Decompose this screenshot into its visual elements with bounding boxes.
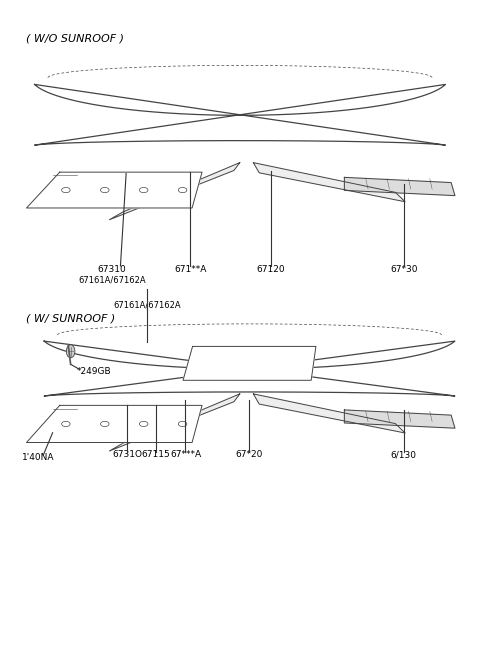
Polygon shape	[344, 177, 455, 196]
Text: 1'40NA: 1'40NA	[22, 453, 54, 462]
Polygon shape	[26, 172, 202, 208]
Text: 67161A/67162A: 67161A/67162A	[114, 300, 181, 309]
Text: 6/130: 6/130	[391, 451, 417, 459]
Polygon shape	[253, 163, 405, 202]
Text: 67310: 67310	[97, 265, 126, 275]
Text: 67*20: 67*20	[236, 451, 263, 459]
Text: 67***A: 67***A	[170, 451, 201, 459]
Text: *249GB: *249GB	[76, 367, 111, 376]
Polygon shape	[344, 410, 455, 428]
Text: ( W/O SUNROOF ): ( W/O SUNROOF )	[26, 34, 124, 43]
Polygon shape	[26, 405, 202, 443]
Polygon shape	[183, 346, 316, 380]
Polygon shape	[109, 394, 240, 451]
Polygon shape	[35, 85, 445, 145]
Text: 67120: 67120	[256, 265, 285, 274]
Ellipse shape	[66, 345, 75, 358]
Polygon shape	[44, 341, 455, 396]
Text: 67*30: 67*30	[390, 265, 418, 274]
Text: ( W/ SUNROOF ): ( W/ SUNROOF )	[26, 314, 116, 324]
Text: 67115: 67115	[141, 451, 170, 459]
Text: 671**A: 671**A	[174, 265, 206, 274]
Text: 67161A/67162A: 67161A/67162A	[78, 275, 146, 284]
Polygon shape	[253, 394, 405, 433]
Polygon shape	[109, 163, 240, 219]
Text: 6731O: 6731O	[112, 451, 142, 459]
